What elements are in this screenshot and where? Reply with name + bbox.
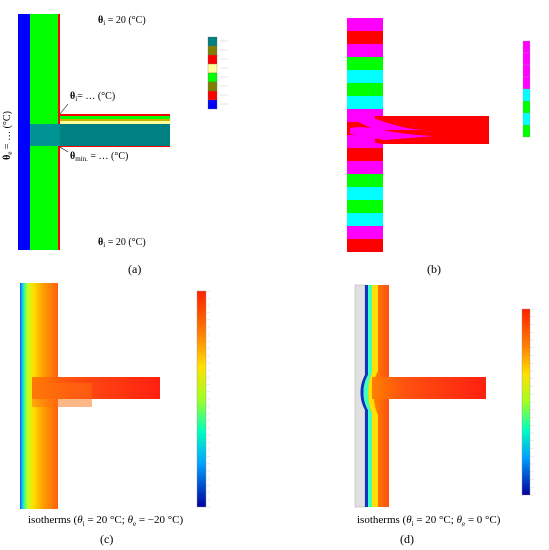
- legend-a-swatch: [207, 63, 218, 74]
- legend-a-swatch: [207, 99, 218, 110]
- exterior-insulation-layer: [18, 14, 30, 250]
- slab-overlay: [30, 124, 60, 146]
- wall-d-blue-edge: [360, 285, 368, 507]
- caption-c: (c): [100, 532, 114, 546]
- panel-c-diagram: [20, 283, 210, 509]
- legend-b-swatch: [522, 112, 531, 126]
- wall-band: [347, 239, 383, 252]
- wall-band: [347, 83, 383, 96]
- legend-a: [207, 36, 228, 110]
- slab: [30, 124, 170, 146]
- leader-line-bottom: [59, 146, 69, 153]
- legend-a-swatch: [207, 81, 218, 92]
- caption-d: (d): [400, 532, 414, 546]
- wall-band: [347, 18, 383, 31]
- legend-b-swatch: [522, 76, 531, 90]
- wall-band: [347, 70, 383, 83]
- panel-d-diagram: [354, 284, 534, 508]
- isotherms-caption-d: isotherms (θi = 20 °C; θe = 0 °C): [357, 514, 501, 529]
- panel-d: isotherms (θi = 20 °C; θe = 0 °C) (d): [275, 275, 549, 550]
- floor-layer-4: [60, 121, 170, 124]
- wall-band: [347, 200, 383, 213]
- legend-b-swatch: [522, 100, 531, 114]
- theta-e-label: θe = … (°C): [1, 111, 14, 160]
- wall-band: [347, 213, 383, 226]
- wall-band: [347, 96, 383, 109]
- slab-bottom-edge: [60, 146, 170, 147]
- legend-b-swatch: [522, 64, 531, 78]
- legend-a-swatch: [207, 36, 218, 47]
- legend-a-swatch: [207, 54, 218, 65]
- legend-b-swatch: [522, 88, 531, 102]
- slab-isotherm-1: [350, 116, 425, 130]
- wall-band: [347, 31, 383, 44]
- caption-b: (b): [427, 262, 441, 276]
- legend-d: [521, 308, 531, 496]
- theta-min-label: θmin. = … (°C): [70, 151, 129, 163]
- theta-i-bottom-label: θi = 20 (°C): [98, 237, 146, 249]
- floor-layer-3: [60, 119, 170, 121]
- legend-d-ticks: [531, 308, 534, 496]
- wall-band: [347, 161, 383, 174]
- caption-a: (a): [128, 262, 142, 276]
- wall-band: [347, 226, 383, 239]
- legend-c: [196, 290, 207, 508]
- legend-b-swatch: [522, 52, 531, 66]
- wall-band: [347, 148, 383, 161]
- floor-layer-1: [60, 114, 170, 116]
- theta-i-corner-label: θi= … (°C): [70, 91, 116, 103]
- panel-a-diagram: [18, 14, 228, 250]
- legend-a-swatch: [207, 45, 218, 56]
- wall-d-cyan-band: [363, 285, 372, 507]
- theta-i-top-label: θi = 20 (°C): [98, 15, 146, 27]
- panel-b: (b): [275, 0, 549, 276]
- wall-band: [347, 174, 383, 187]
- legend-b-swatch: [522, 40, 531, 54]
- legend-b: [522, 40, 531, 138]
- wall-band: [347, 187, 383, 200]
- slab-c-core: [32, 383, 92, 407]
- isotherms-caption-c: isotherms (θi = 20 °C; θe = −20 °C): [28, 514, 184, 529]
- wall-band: [347, 57, 383, 70]
- wall-band: [347, 44, 383, 57]
- legend-a-swatch: [207, 72, 218, 83]
- panel-c: isotherms (θi = 20 °C; θe = −20 °C) (c): [0, 275, 275, 550]
- floor-layer-2: [60, 116, 170, 119]
- legend-b-swatch: [522, 124, 531, 138]
- slab-d: [372, 377, 486, 399]
- panel-a: θi = 20 (°C) θi= … (°C) θmin. = … (°C) θ…: [0, 0, 275, 276]
- leader-line-top: [59, 103, 69, 115]
- legend-a-swatch: [207, 90, 218, 101]
- panel-b-diagram: [347, 18, 531, 252]
- slab-isotherm-3: [350, 139, 385, 146]
- slab-isotherm-2: [350, 127, 435, 140]
- legend-c-ticks: [207, 290, 210, 508]
